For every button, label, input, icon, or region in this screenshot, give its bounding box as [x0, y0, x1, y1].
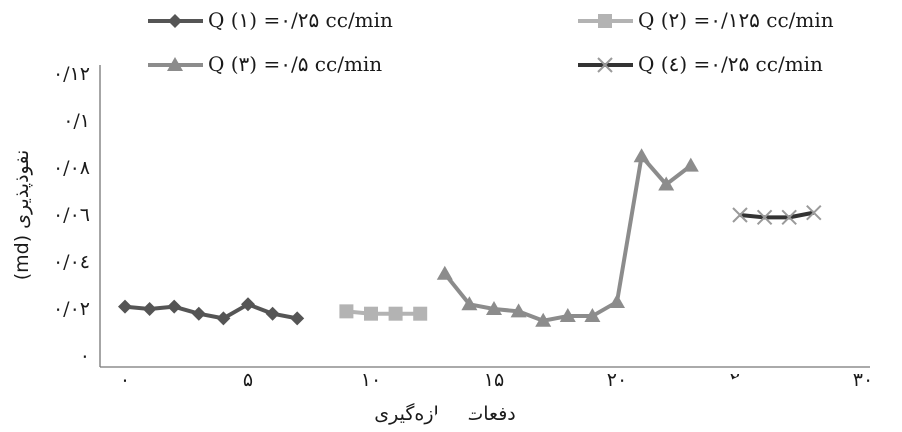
series-1-point: [241, 297, 255, 312]
series-3-point: [535, 312, 552, 327]
series-4-point: [756, 209, 773, 226]
series-4-point: [781, 209, 797, 226]
legend-swatch-marker: [168, 14, 182, 28]
y-tick-label: ۰/۱۲: [53, 63, 90, 85]
series-2-line: [346, 309, 421, 316]
y-tick-label: ۰/۰٦: [53, 204, 90, 226]
series-3-point: [682, 157, 699, 172]
legend-item-1: Q (۱) =۰/۲۵ cc/min: [148, 8, 393, 32]
y-tick-label: ۰/۰۸: [53, 157, 90, 179]
series-1-point: [265, 306, 280, 321]
series-1: [118, 297, 305, 326]
series-2-point: [388, 306, 403, 321]
y-tick-label: ۰/۱: [63, 110, 90, 132]
y-axis-title: نفوذپذیری (md): [11, 150, 33, 281]
x-tick-label: ۱۰: [361, 369, 381, 391]
series-layer: [118, 148, 822, 327]
series-3-point: [609, 293, 625, 308]
x-tick-label: ۵: [243, 369, 253, 391]
legend-label: Q (٤) =۰/۲۵ cc/min: [638, 52, 823, 76]
series-1-point: [142, 302, 157, 316]
series-3-point: [633, 148, 650, 163]
y-tick-labels: ۰ ۰/۰۲ ۰/۰٤ ۰/۰٦ ۰/۰۸ ۰/۱ ۰/۱۲: [53, 63, 90, 367]
x-tick-label: ۱۵: [484, 369, 504, 391]
series-2-point: [413, 306, 428, 321]
series-3-point: [584, 308, 601, 323]
legend-swatch-marker: [167, 57, 183, 71]
series-3-point: [510, 303, 527, 318]
legend-label: Q (۲) =۰/۱۲۵ cc/min: [638, 8, 834, 32]
axes: [99, 65, 870, 368]
legend-label: Q (۱) =۰/۲۵ cc/min: [208, 8, 393, 32]
legend: Q (۱) =۰/۲۵ cc/min Q (۲) =۰/۱۲۵ cc/min Q (…: [148, 8, 834, 76]
legend-item-2: Q (۲) =۰/۱۲۵ cc/min: [578, 8, 834, 32]
legend-item-3: Q (۳) =۰/۵ cc/min: [148, 52, 382, 76]
y-tick-label: ۰/۰٤: [53, 251, 90, 273]
series-2: [339, 304, 428, 321]
series-4-point: [732, 207, 748, 223]
series-2-point: [339, 304, 354, 319]
series-1-point: [290, 311, 305, 326]
series-3-point: [436, 265, 453, 280]
series-4-line: [739, 210, 815, 220]
series-3-point: [461, 296, 478, 311]
series-1-point: [191, 306, 206, 321]
series-1-point: [216, 311, 231, 326]
series-1-point: [118, 299, 132, 314]
series-3-point: [486, 301, 502, 315]
x-tick-label: ۳۰: [853, 369, 873, 391]
y-tick-label: ۰/۰۲: [53, 298, 90, 320]
series-3: [436, 148, 699, 327]
x-tick-labels: ۰ ۵ ۱۰ ۱۵ ۲۰ ۲۵ ۳۰: [120, 369, 873, 391]
legend-item-4: Q (٤) =۰/۲۵ cc/min: [578, 52, 823, 76]
series-4-point: [806, 204, 822, 221]
legend-swatch-marker: [598, 14, 612, 28]
series-2-point: [364, 306, 378, 321]
x-tick-label: ۰: [120, 369, 130, 391]
x-tick-label: ۲۰: [607, 369, 627, 391]
series-1-point: [167, 299, 182, 314]
series-3-point: [559, 308, 576, 323]
series-3-line: [443, 154, 693, 323]
watermark: [434, 368, 768, 432]
y-tick-label: ۰: [80, 345, 90, 367]
legend-label: Q (۳) =۰/۵ cc/min: [208, 52, 382, 76]
series-3-point: [658, 176, 675, 191]
legend-swatch-marker: [597, 57, 613, 73]
series-4: [732, 204, 822, 226]
